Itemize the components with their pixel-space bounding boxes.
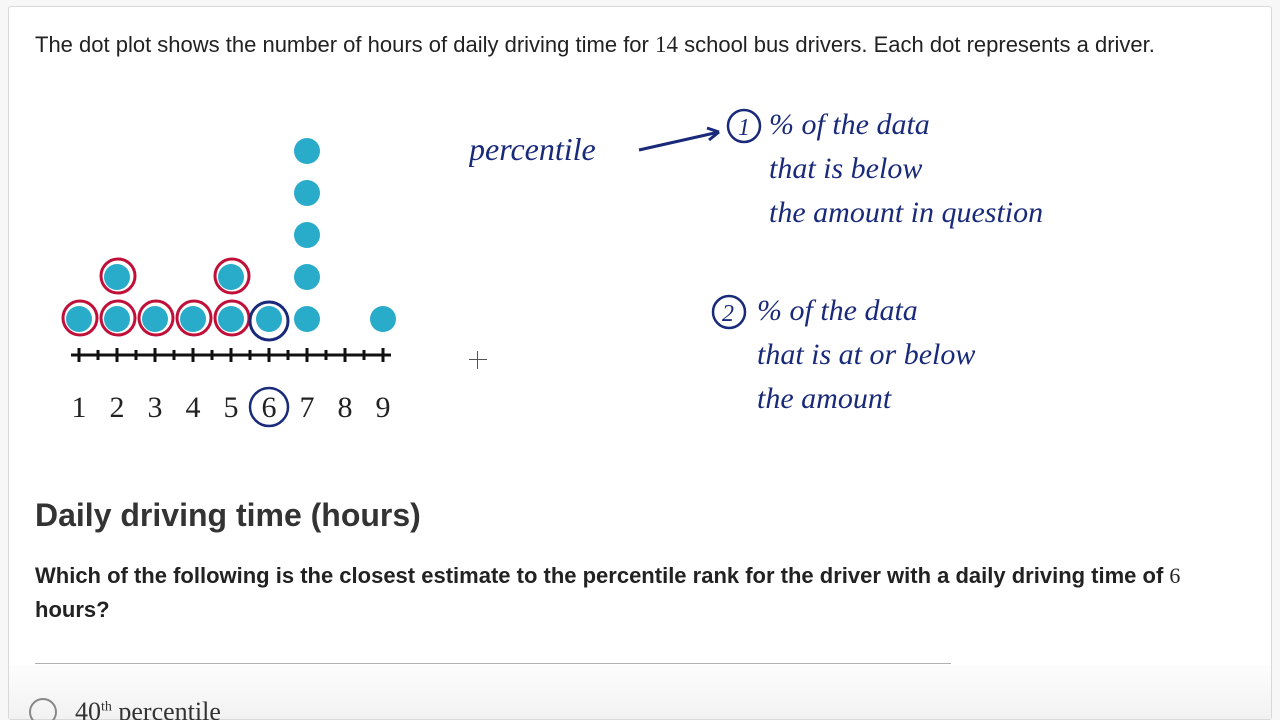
- svg-text:9: 9: [376, 391, 391, 424]
- question-value: 6: [1169, 563, 1180, 588]
- svg-text:1: 1: [738, 115, 750, 141]
- divider: [35, 663, 951, 664]
- question-suffix: hours?: [35, 597, 110, 622]
- svg-text:3: 3: [148, 391, 163, 424]
- svg-text:% of the data: % of the data: [769, 108, 930, 141]
- svg-text:6: 6: [262, 391, 277, 424]
- answer-option-1[interactable]: 40th percentile: [29, 697, 221, 720]
- svg-text:5: 5: [224, 391, 239, 424]
- intro-text: The dot plot shows the number of hours o…: [35, 27, 1245, 63]
- question-text: Which of the following is the closest es…: [35, 559, 1191, 627]
- svg-text:the amount: the amount: [757, 382, 892, 415]
- question-prefix: Which of the following is the closest es…: [35, 563, 1169, 588]
- dot-plot-svg: 123456789: [49, 107, 409, 437]
- svg-text:percentile: percentile: [469, 131, 596, 167]
- dot-plot: 123456789: [49, 107, 409, 437]
- intro-suffix: school bus drivers. Each dot represents …: [678, 32, 1155, 57]
- radio-icon[interactable]: [29, 698, 57, 720]
- svg-text:2: 2: [722, 301, 734, 327]
- intro-count: 14: [655, 32, 678, 57]
- intro-prefix: The dot plot shows the number of hours o…: [35, 32, 655, 57]
- svg-text:that is at or below: that is at or below: [757, 338, 975, 371]
- svg-text:4: 4: [186, 391, 201, 424]
- svg-text:that is below: that is below: [769, 152, 922, 185]
- svg-text:7: 7: [300, 391, 315, 424]
- handwritten-notes: percentile 1 % of the data that is below the…: [469, 102, 1269, 422]
- svg-text:the amount in question: the amount in question: [769, 196, 1043, 229]
- chart-title: Daily driving time (hours): [35, 497, 421, 534]
- cursor-crosshair-icon: [469, 351, 487, 369]
- content-panel: The dot plot shows the number of hours o…: [8, 6, 1272, 720]
- svg-text:8: 8: [338, 391, 353, 424]
- svg-text:% of the data: % of the data: [757, 294, 918, 327]
- svg-text:1: 1: [72, 391, 87, 424]
- option-1-label: 40th percentile: [75, 697, 221, 720]
- svg-text:2: 2: [110, 391, 125, 424]
